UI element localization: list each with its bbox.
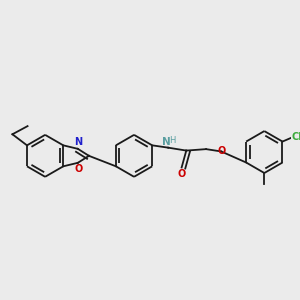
Text: N: N xyxy=(162,137,171,147)
Text: O: O xyxy=(74,164,82,174)
Text: Cl: Cl xyxy=(291,132,300,142)
Text: H: H xyxy=(169,136,175,145)
Text: N: N xyxy=(74,137,82,147)
Text: O: O xyxy=(218,146,226,156)
Text: O: O xyxy=(178,169,186,179)
